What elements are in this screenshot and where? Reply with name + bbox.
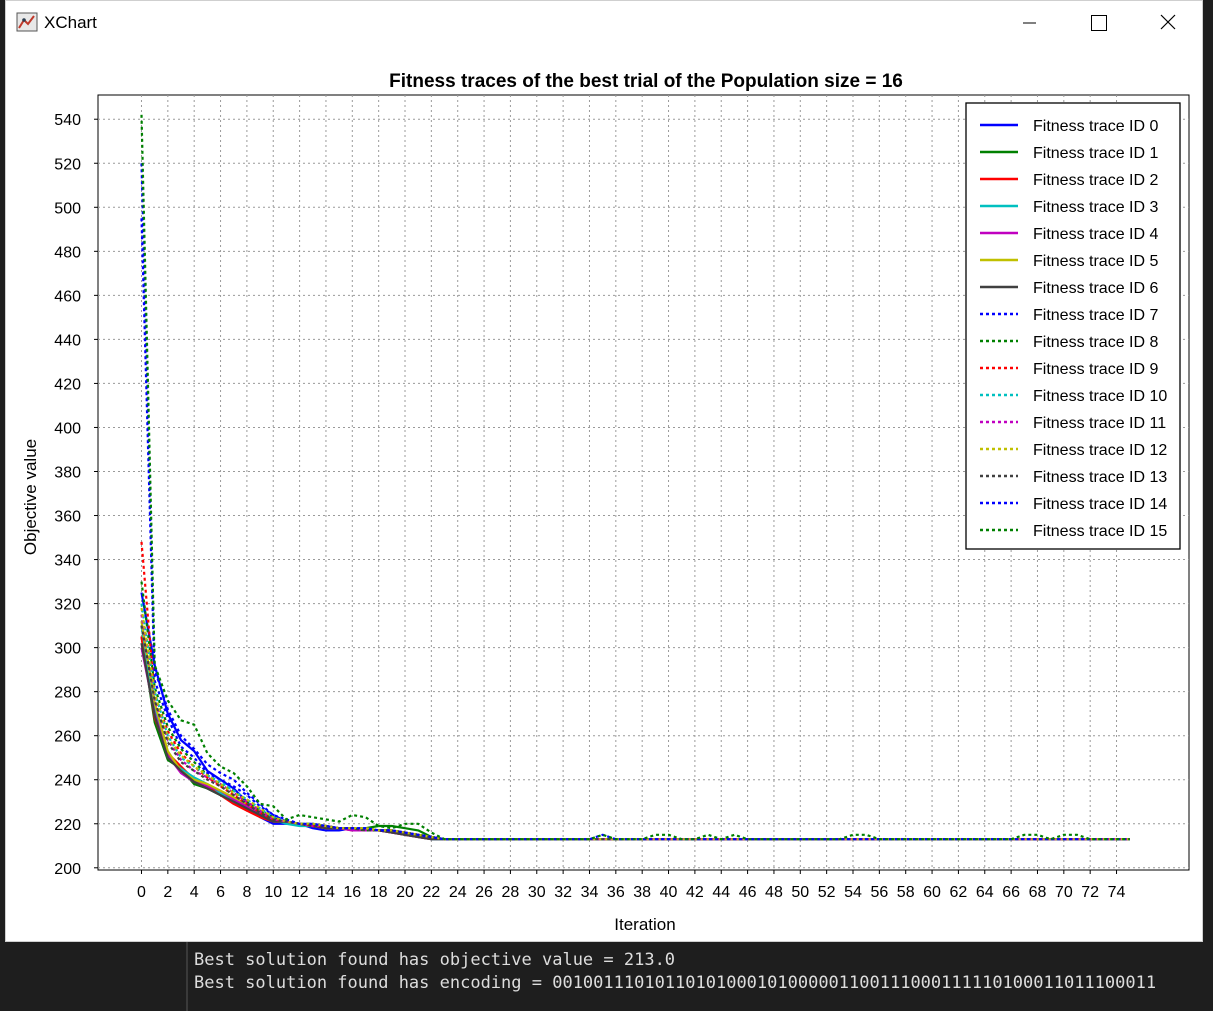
console-line-objective: Best solution found has objective value … <box>194 950 676 970</box>
legend-label-9: Fitness trace ID 9 <box>1033 361 1158 378</box>
x-tick-label: 28 <box>502 884 520 901</box>
y-tick-label: 240 <box>54 773 81 790</box>
legend-label-11: Fitness trace ID 11 <box>1033 415 1166 432</box>
x-tick-label: 34 <box>581 884 599 901</box>
x-tick-label: 10 <box>264 884 282 901</box>
y-tick-label: 260 <box>54 729 81 746</box>
maximize-icon <box>1091 15 1107 31</box>
legend-label-5: Fitness trace ID 5 <box>1033 253 1158 270</box>
x-tick-label: 44 <box>712 884 730 901</box>
y-tick-label: 420 <box>54 376 81 393</box>
legend-label-14: Fitness trace ID 14 <box>1033 496 1167 513</box>
x-tick-label: 2 <box>163 884 172 901</box>
x-tick-label: 62 <box>950 884 968 901</box>
x-tick-label: 60 <box>923 884 941 901</box>
x-tick-label: 66 <box>1002 884 1020 901</box>
background-window-edge <box>1203 560 1213 640</box>
x-tick-label: 38 <box>633 884 651 901</box>
y-tick-label: 400 <box>54 420 81 437</box>
y-tick-label: 380 <box>54 464 81 481</box>
legend-label-2: Fitness trace ID 2 <box>1033 172 1158 189</box>
x-tick-label: 12 <box>291 884 309 901</box>
y-tick-label: 340 <box>54 553 81 570</box>
legend-label-0: Fitness trace ID 0 <box>1033 118 1158 135</box>
chart-area: Fitness traces of the best trial of the … <box>21 71 1190 934</box>
close-button[interactable] <box>1145 7 1191 39</box>
console-output: Best solution found has objective value … <box>0 942 1213 1011</box>
grid-lines <box>98 95 1189 870</box>
series-layer <box>140 114 1130 841</box>
x-tick-label: 56 <box>870 884 888 901</box>
minimize-icon <box>1023 22 1036 24</box>
x-tick-label: 14 <box>317 884 335 901</box>
y-tick-label: 220 <box>54 817 81 834</box>
y-tick-label: 500 <box>54 200 81 217</box>
chart-title: Fitness traces of the best trial of the … <box>389 71 903 92</box>
legend-label-4: Fitness trace ID 4 <box>1033 226 1158 243</box>
y-tick-label: 540 <box>54 112 81 129</box>
x-tick-label: 36 <box>607 884 625 901</box>
y-tick-label: 460 <box>54 288 81 305</box>
x-tick-label: 52 <box>818 884 836 901</box>
x-tick-label: 20 <box>396 884 414 901</box>
x-tick-label: 0 <box>137 884 146 901</box>
legend-label-6: Fitness trace ID 6 <box>1033 280 1158 297</box>
x-tick-label: 46 <box>739 884 757 901</box>
y-tick-label: 280 <box>54 685 81 702</box>
xchart-window: XChart Fitness traces of the best trial … <box>5 0 1203 942</box>
console-line-encoding: Best solution found has encoding = 00100… <box>194 973 1157 993</box>
x-tick-label: 26 <box>475 884 493 901</box>
window-title: XChart <box>44 13 97 32</box>
x-tick-label: 8 <box>242 884 251 901</box>
x-tick-label: 64 <box>976 884 994 901</box>
x-tick-label: 30 <box>528 884 546 901</box>
minimize-button[interactable] <box>1006 7 1052 39</box>
x-tick-label: 50 <box>791 884 809 901</box>
x-tick-label: 18 <box>370 884 388 901</box>
x-tick-label: 74 <box>1108 884 1126 901</box>
x-tick-label: 48 <box>765 884 783 901</box>
x-tick-label: 54 <box>844 884 862 901</box>
x-tick-label: 32 <box>554 884 572 901</box>
console-divider <box>186 942 188 1011</box>
java-app-icon <box>16 12 38 32</box>
y-tick-label: 200 <box>54 861 81 878</box>
legend-label-15: Fitness trace ID 15 <box>1033 523 1167 540</box>
legend-label-3: Fitness trace ID 3 <box>1033 199 1158 216</box>
x-tick-label: 6 <box>216 884 225 901</box>
y-tick-label: 320 <box>54 597 81 614</box>
title-bar[interactable]: XChart <box>6 1 1202 45</box>
y-tick-label: 440 <box>54 332 81 349</box>
series-line-15 <box>140 114 1130 841</box>
legend-label-13: Fitness trace ID 13 <box>1033 469 1167 486</box>
x-tick-label: 22 <box>422 884 440 901</box>
y-tick-label: 300 <box>54 641 81 658</box>
axis-ticks: 0 2 4 6 8 10 12 14 16 18 20 22 24 26 28 30 32 34 36 38 40 42 4… <box>54 112 1125 901</box>
x-tick-label: 24 <box>449 884 467 901</box>
y-axis-label: Objective value <box>21 439 40 555</box>
x-tick-label: 58 <box>897 884 915 901</box>
x-tick-label: 70 <box>1055 884 1073 901</box>
legend: Fitness trace ID 0 Fitness trace ID 1 Fitn… <box>965 102 1181 550</box>
x-tick-label: 42 <box>686 884 704 901</box>
y-tick-label: 520 <box>54 156 81 173</box>
maximize-button[interactable] <box>1076 7 1122 39</box>
x-tick-label: 40 <box>660 884 678 901</box>
legend-label-7: Fitness trace ID 7 <box>1033 307 1158 324</box>
legend-label-1: Fitness trace ID 1 <box>1033 145 1158 162</box>
x-tick-label: 72 <box>1081 884 1099 901</box>
x-axis-label: Iteration <box>614 915 675 934</box>
y-tick-label: 480 <box>54 244 81 261</box>
series-line-14 <box>140 163 1130 841</box>
x-tick-label: 16 <box>343 884 361 901</box>
close-icon <box>1160 14 1176 30</box>
y-tick-label: 360 <box>54 509 81 526</box>
legend-label-10: Fitness trace ID 10 <box>1033 388 1167 405</box>
legend-label-8: Fitness trace ID 8 <box>1033 334 1158 351</box>
legend-label-12: Fitness trace ID 12 <box>1033 442 1167 459</box>
x-tick-label: 68 <box>1029 884 1047 901</box>
x-tick-label: 4 <box>190 884 199 901</box>
legend-box <box>965 102 1181 550</box>
